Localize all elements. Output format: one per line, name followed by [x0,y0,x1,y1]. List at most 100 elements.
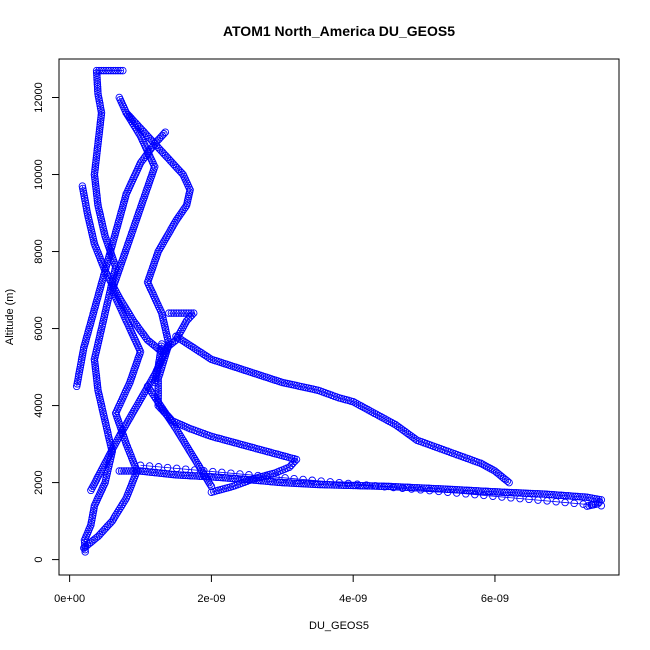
data-point [135,397,144,406]
data-point [101,459,109,468]
data-point [162,233,171,241]
data-point [202,474,211,483]
data-point [108,517,116,525]
data-point [175,309,183,317]
data-point [489,492,497,500]
data-point [219,473,227,482]
data-point [200,467,208,475]
data-point [252,476,261,485]
data-point [178,207,187,215]
data-point [182,338,190,347]
data-point [95,128,104,136]
data-point [94,386,102,394]
data-point [209,467,217,476]
data-point [94,92,103,100]
data-point [99,66,108,75]
data-point [407,432,415,440]
data-point [74,375,82,383]
data-point [264,477,272,486]
data-point [93,71,101,79]
data-point [525,495,533,504]
data-point [177,309,186,317]
data-point [178,325,186,334]
data-point [576,492,584,501]
data-point [479,487,487,495]
data-point [97,111,106,120]
data-point [571,492,580,501]
data-point [151,394,160,403]
data-point [79,346,88,354]
data-point [79,187,88,195]
data-point [375,482,383,490]
data-point [91,362,100,371]
data-point [157,402,165,411]
data-point [595,498,604,506]
data-point [92,156,100,165]
data-point [95,130,103,138]
data-point [128,410,136,418]
data-point [91,175,99,184]
data-point [472,487,480,495]
data-point [166,416,175,425]
data-point [129,407,138,416]
data-point [201,351,210,360]
data-point [236,470,244,478]
data-point [112,511,120,519]
data-point [516,494,524,503]
data-point [127,412,135,420]
data-point [167,470,175,479]
data-point [552,497,560,506]
data-point [93,144,102,153]
data-point [122,467,131,475]
data-point [218,468,226,477]
data-point [119,426,127,434]
data-point [145,462,154,470]
data-point [498,493,506,501]
data-point [416,486,425,494]
data-point [135,324,143,333]
data-point [173,215,182,223]
data-point [399,426,408,435]
data-point [182,440,190,449]
data-point [93,376,101,385]
data-point [176,471,185,479]
data-point [78,182,87,190]
data-point [285,479,294,487]
data-point [462,486,471,495]
data-point [111,285,119,294]
data-point [120,498,128,506]
data-point [481,487,490,496]
data-point [124,308,133,317]
data-point [160,406,168,415]
data-point [109,66,118,75]
data-point [93,381,102,390]
data-point [477,459,485,468]
data-point [150,378,159,387]
data-point [205,472,213,481]
data-points [72,66,606,556]
data-point [403,429,412,437]
data-point [120,424,128,432]
y-tick-label: 12000 [33,82,45,113]
data-point [579,500,587,508]
data-point [231,474,239,483]
data-point [488,487,497,496]
data-point [97,66,106,75]
data-point [489,466,497,474]
y-axis: 0 2000 4000 6000 8000 10000 12000 [33,82,60,563]
data-point [172,464,181,473]
data-point [91,166,99,174]
data-point [113,508,122,517]
data-point [156,243,165,252]
data-point [180,309,188,317]
x-tick-label: 6e-09 [481,593,509,605]
data-point [115,293,124,302]
data-point [115,93,124,102]
data-point [92,154,101,162]
data-point [180,438,189,447]
data-point [357,402,366,411]
data-point [228,474,237,483]
data-point [190,455,199,463]
data-point [91,360,99,368]
data-point [150,392,159,401]
